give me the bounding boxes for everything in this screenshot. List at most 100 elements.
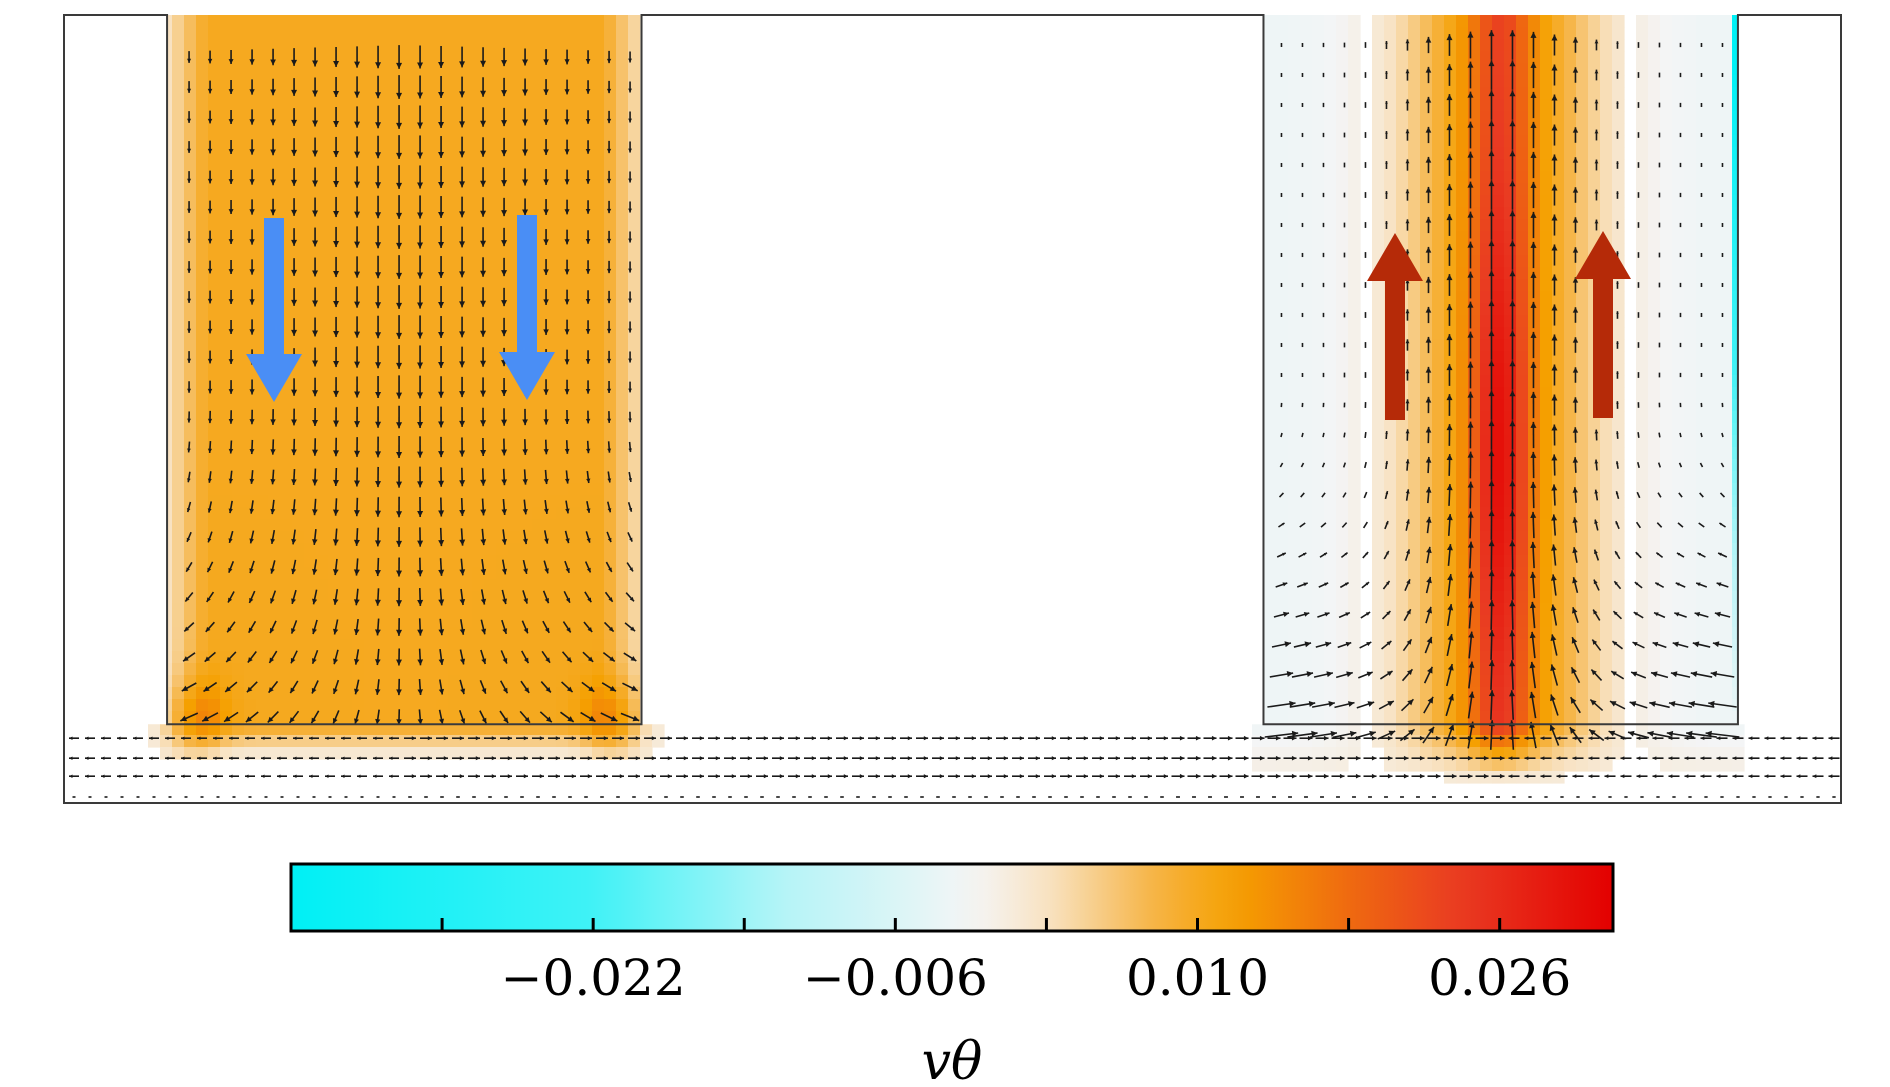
- heatmap-cell: [1504, 315, 1517, 328]
- heatmap-cell: [244, 87, 257, 100]
- heatmap-cell: [1420, 483, 1433, 496]
- heatmap-cell: [1672, 327, 1685, 340]
- heatmap-cell: [496, 639, 509, 652]
- heatmap-cell: [196, 507, 209, 520]
- heatmap-cell: [448, 171, 461, 184]
- heatmap-cell: [1684, 315, 1697, 328]
- heatmap-cell: [1672, 39, 1685, 52]
- heatmap-cell: [496, 603, 509, 616]
- heatmap-cell: [628, 735, 641, 748]
- heatmap-cell: [412, 459, 425, 472]
- heatmap-cell: [1540, 195, 1553, 208]
- heatmap-cell: [1492, 375, 1505, 388]
- heatmap-cell: [304, 663, 317, 676]
- heatmap-cell: [232, 675, 245, 688]
- heatmap-cell: [196, 135, 209, 148]
- heatmap-cell: [1396, 147, 1409, 160]
- heatmap-cell: [1252, 735, 1265, 748]
- heatmap-cell: [1648, 591, 1661, 604]
- heatmap-cell: [604, 267, 617, 280]
- heatmap-cell: [1408, 471, 1421, 484]
- heatmap-cell: [1276, 543, 1289, 556]
- heatmap-cell: [1516, 399, 1529, 412]
- heatmap-cell: [544, 15, 557, 28]
- heatmap-cell: [1432, 123, 1445, 136]
- heatmap-cell: [244, 339, 257, 352]
- heatmap-cell: [568, 615, 581, 628]
- heatmap-cell: [1276, 327, 1289, 340]
- heatmap-cell: [1672, 423, 1685, 436]
- heatmap-cell: [604, 51, 617, 64]
- heatmap-cell: [1696, 39, 1709, 52]
- heatmap-cell: [604, 663, 617, 676]
- heatmap-cell: [412, 615, 425, 628]
- heatmap-cell: [424, 243, 437, 256]
- heatmap-cell: [1648, 735, 1661, 748]
- heatmap-cell: [1312, 531, 1325, 544]
- heatmap-cell: [1504, 699, 1517, 712]
- heatmap-cell: [496, 243, 509, 256]
- heatmap-cell: [472, 315, 485, 328]
- heatmap-cell: [424, 567, 437, 580]
- heatmap-cell: [364, 243, 377, 256]
- heatmap-cell: [1600, 555, 1613, 568]
- heatmap-cell: [376, 699, 389, 712]
- heatmap-cell: [1504, 651, 1517, 664]
- heatmap-cell: [1420, 183, 1433, 196]
- heatmap-cell: [1276, 39, 1289, 52]
- heatmap-cell: [1588, 687, 1601, 700]
- heatmap-cell: [280, 423, 293, 436]
- heatmap-cell: [376, 75, 389, 88]
- heatmap-cell: [436, 699, 449, 712]
- heatmap-cell: [1576, 291, 1589, 304]
- heatmap-cell: [652, 723, 665, 736]
- heatmap-cell: [424, 615, 437, 628]
- heatmap-cell: [1348, 507, 1361, 520]
- heatmap-cell: [472, 15, 485, 28]
- heatmap-cell: [1396, 111, 1409, 124]
- heatmap-cell: [1288, 111, 1301, 124]
- heatmap-cell: [412, 675, 425, 688]
- heatmap-cell: [532, 447, 545, 460]
- heatmap-cell: [1588, 51, 1601, 64]
- heatmap-cell: [1300, 471, 1313, 484]
- heatmap-cell: [304, 519, 317, 532]
- heatmap-cell: [628, 699, 641, 712]
- heatmap-cell: [1348, 447, 1361, 460]
- heatmap-cell: [1408, 207, 1421, 220]
- heatmap-cell: [1588, 15, 1601, 28]
- heatmap-cell: [1420, 267, 1433, 280]
- heatmap-cell: [316, 219, 329, 232]
- heatmap-cell: [304, 639, 317, 652]
- heatmap-cell: [364, 363, 377, 376]
- heatmap-cell: [232, 531, 245, 544]
- heatmap-cell: [1504, 255, 1517, 268]
- heatmap-cell: [268, 123, 281, 136]
- heatmap-cell: [1480, 171, 1493, 184]
- heatmap-cell: [484, 39, 497, 52]
- heatmap-cell: [556, 399, 569, 412]
- heatmap-cell: [256, 459, 269, 472]
- heatmap-cell: [1528, 99, 1541, 112]
- heatmap-cell: [520, 459, 533, 472]
- heatmap-cell: [1420, 159, 1433, 172]
- heatmap-cell: [316, 63, 329, 76]
- heatmap-cell: [1420, 447, 1433, 460]
- heatmap-cell: [1720, 195, 1733, 208]
- heatmap-cell: [196, 663, 209, 676]
- heatmap-cell: [568, 171, 581, 184]
- heatmap-cell: [628, 75, 641, 88]
- heatmap-cell: [628, 159, 641, 172]
- heatmap-cell: [1720, 663, 1733, 676]
- heatmap-cell: [448, 123, 461, 136]
- heatmap-cell: [1408, 39, 1421, 52]
- heatmap-cell: [268, 183, 281, 196]
- heatmap-cell: [1312, 387, 1325, 400]
- heatmap-cell: [232, 447, 245, 460]
- heatmap-cell: [400, 639, 413, 652]
- heatmap-cell: [172, 147, 185, 160]
- heatmap-cell: [568, 27, 581, 40]
- heatmap-cell: [1576, 603, 1589, 616]
- heatmap-cell: [1720, 171, 1733, 184]
- heatmap-cell: [508, 87, 521, 100]
